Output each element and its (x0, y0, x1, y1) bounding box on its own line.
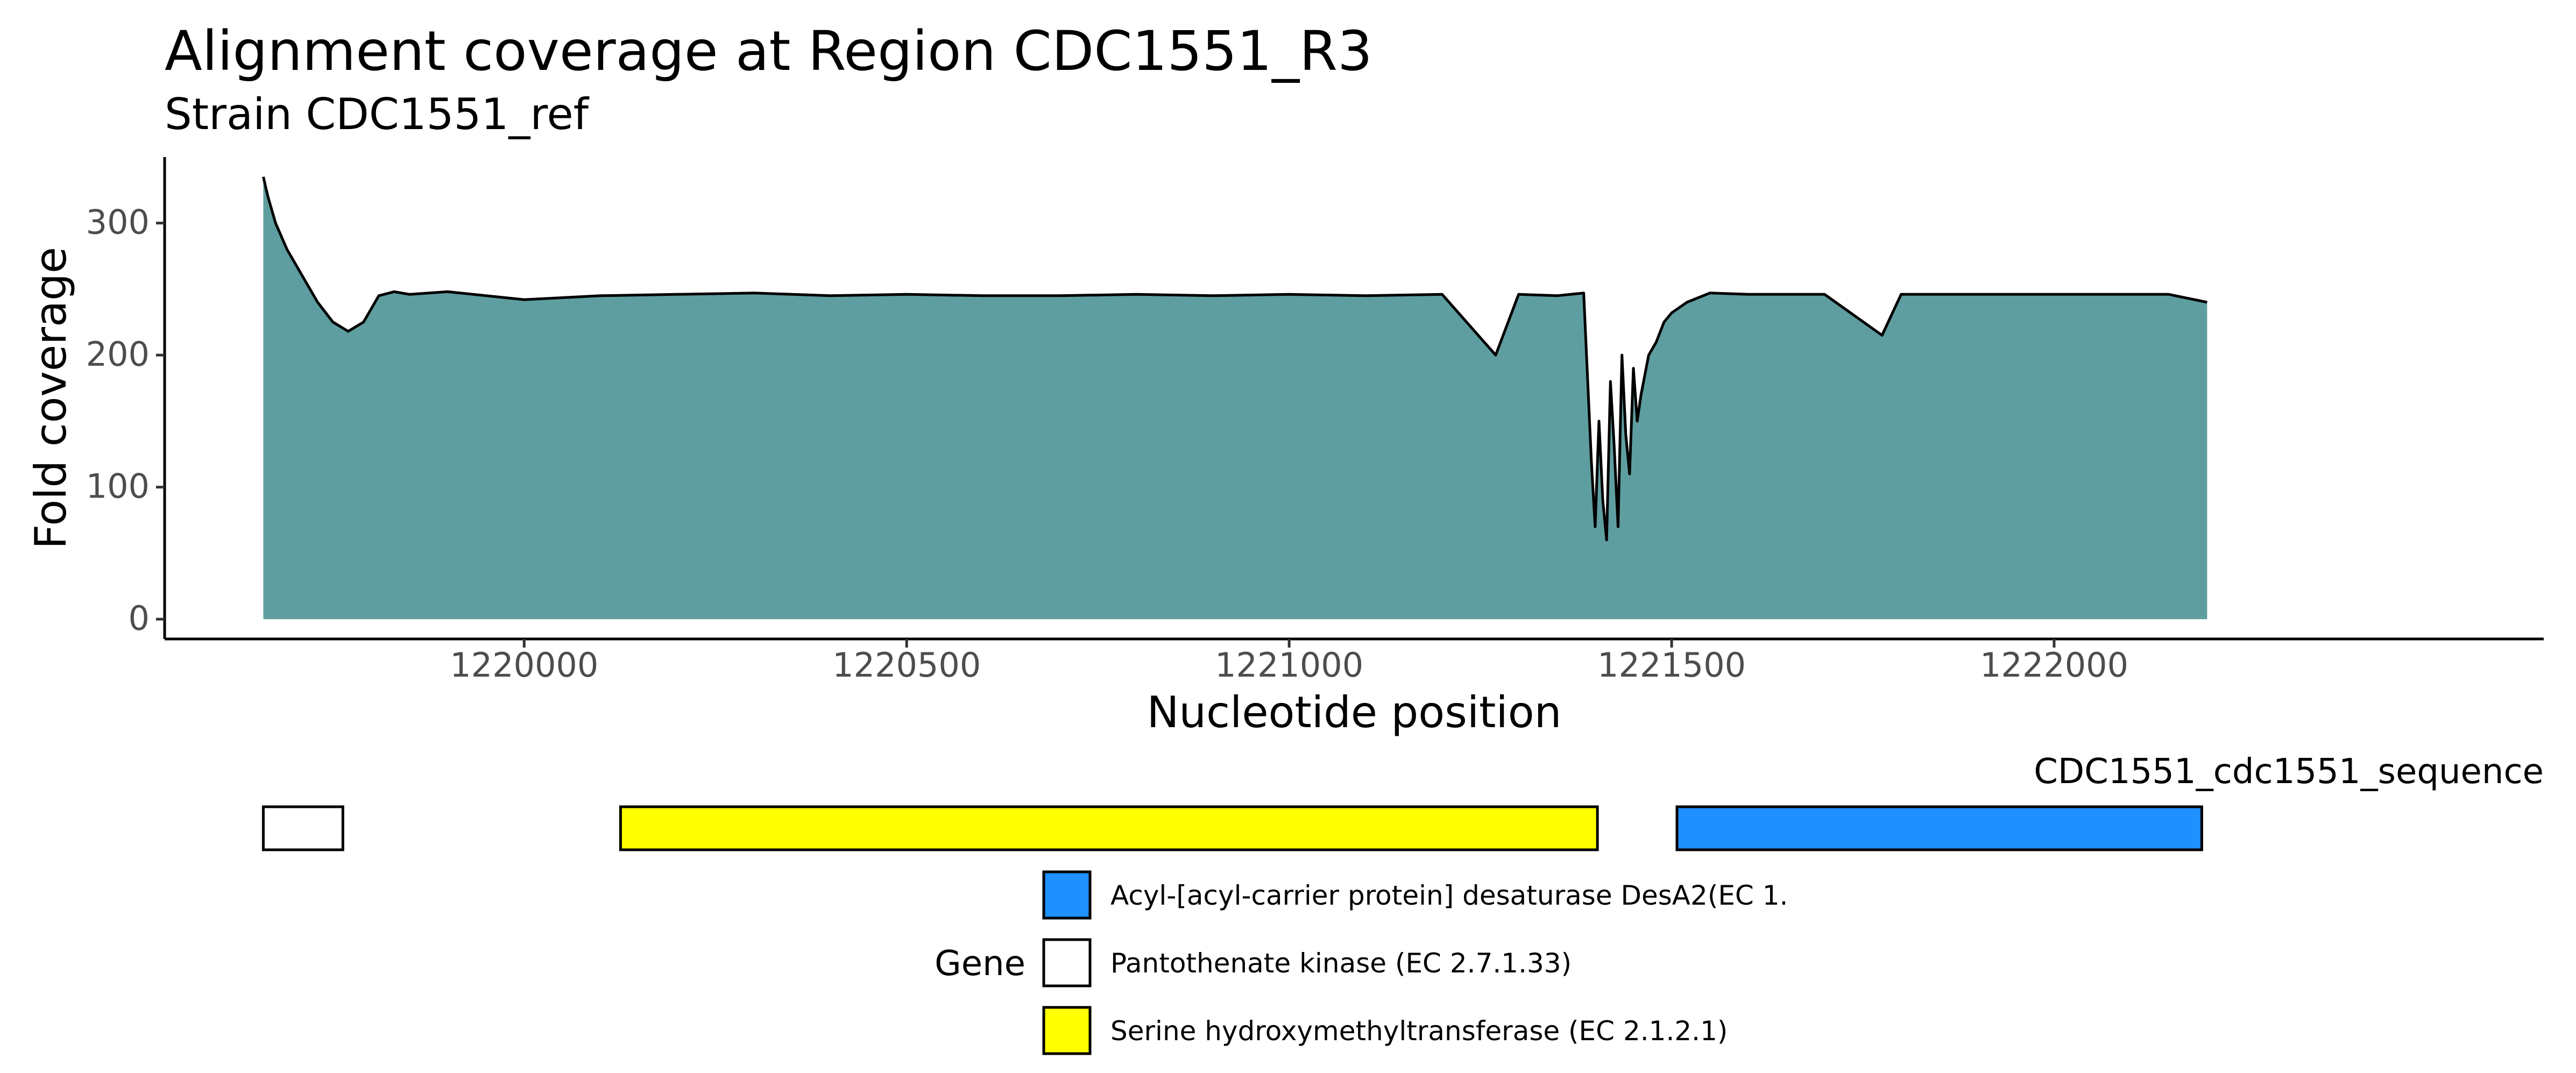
coverage-area (263, 176, 2207, 620)
x-tick-label: 1222000 (1980, 645, 2128, 685)
y-tick-label: 100 (86, 467, 150, 506)
legend-label: Serine hydroxymethyltransferase (EC 2.1.… (1110, 1015, 1728, 1047)
chart-title: Alignment coverage at Region CDC1551_R3 (165, 19, 1372, 83)
x-axis-ticks: 1220000 1220500 1221000 1221500 1222000 (450, 639, 2128, 685)
legend-swatch (1042, 870, 1092, 920)
legend-label: Pantothenate kinase (EC 2.7.1.33) (1110, 948, 1572, 979)
gene-track (261, 805, 2203, 851)
y-axis-ticks: 0 100 200 300 (86, 203, 165, 638)
legend: Acyl-[acyl-carrier protein] desaturase D… (1042, 870, 1788, 1055)
chart-subtitle: Strain CDC1551_ref (165, 89, 590, 139)
gene-block (261, 805, 344, 851)
x-tick-label: 1221500 (1597, 645, 1746, 685)
x-tick-label: 1220000 (450, 645, 598, 685)
coverage-line (261, 176, 2207, 542)
y-tick-label: 0 (129, 599, 150, 638)
gene-block (619, 805, 1599, 851)
legend-swatch (1042, 1006, 1092, 1055)
legend-swatch (1042, 938, 1092, 987)
x-axis-label: Nucleotide position (1147, 687, 1562, 737)
gene-track-label: CDC1551_cdc1551_sequence (2034, 752, 2544, 792)
gene-block (1675, 805, 2203, 851)
y-axis-label: Fold coverage (26, 247, 76, 549)
x-tick-label: 1221000 (1215, 645, 1363, 685)
y-tick-label: 200 (86, 335, 150, 374)
legend-label: Acyl-[acyl-carrier protein] desaturase D… (1110, 880, 1788, 911)
y-tick-label: 300 (86, 203, 150, 242)
x-tick-label: 1220500 (832, 645, 981, 685)
legend-title: Gene (935, 944, 1025, 984)
